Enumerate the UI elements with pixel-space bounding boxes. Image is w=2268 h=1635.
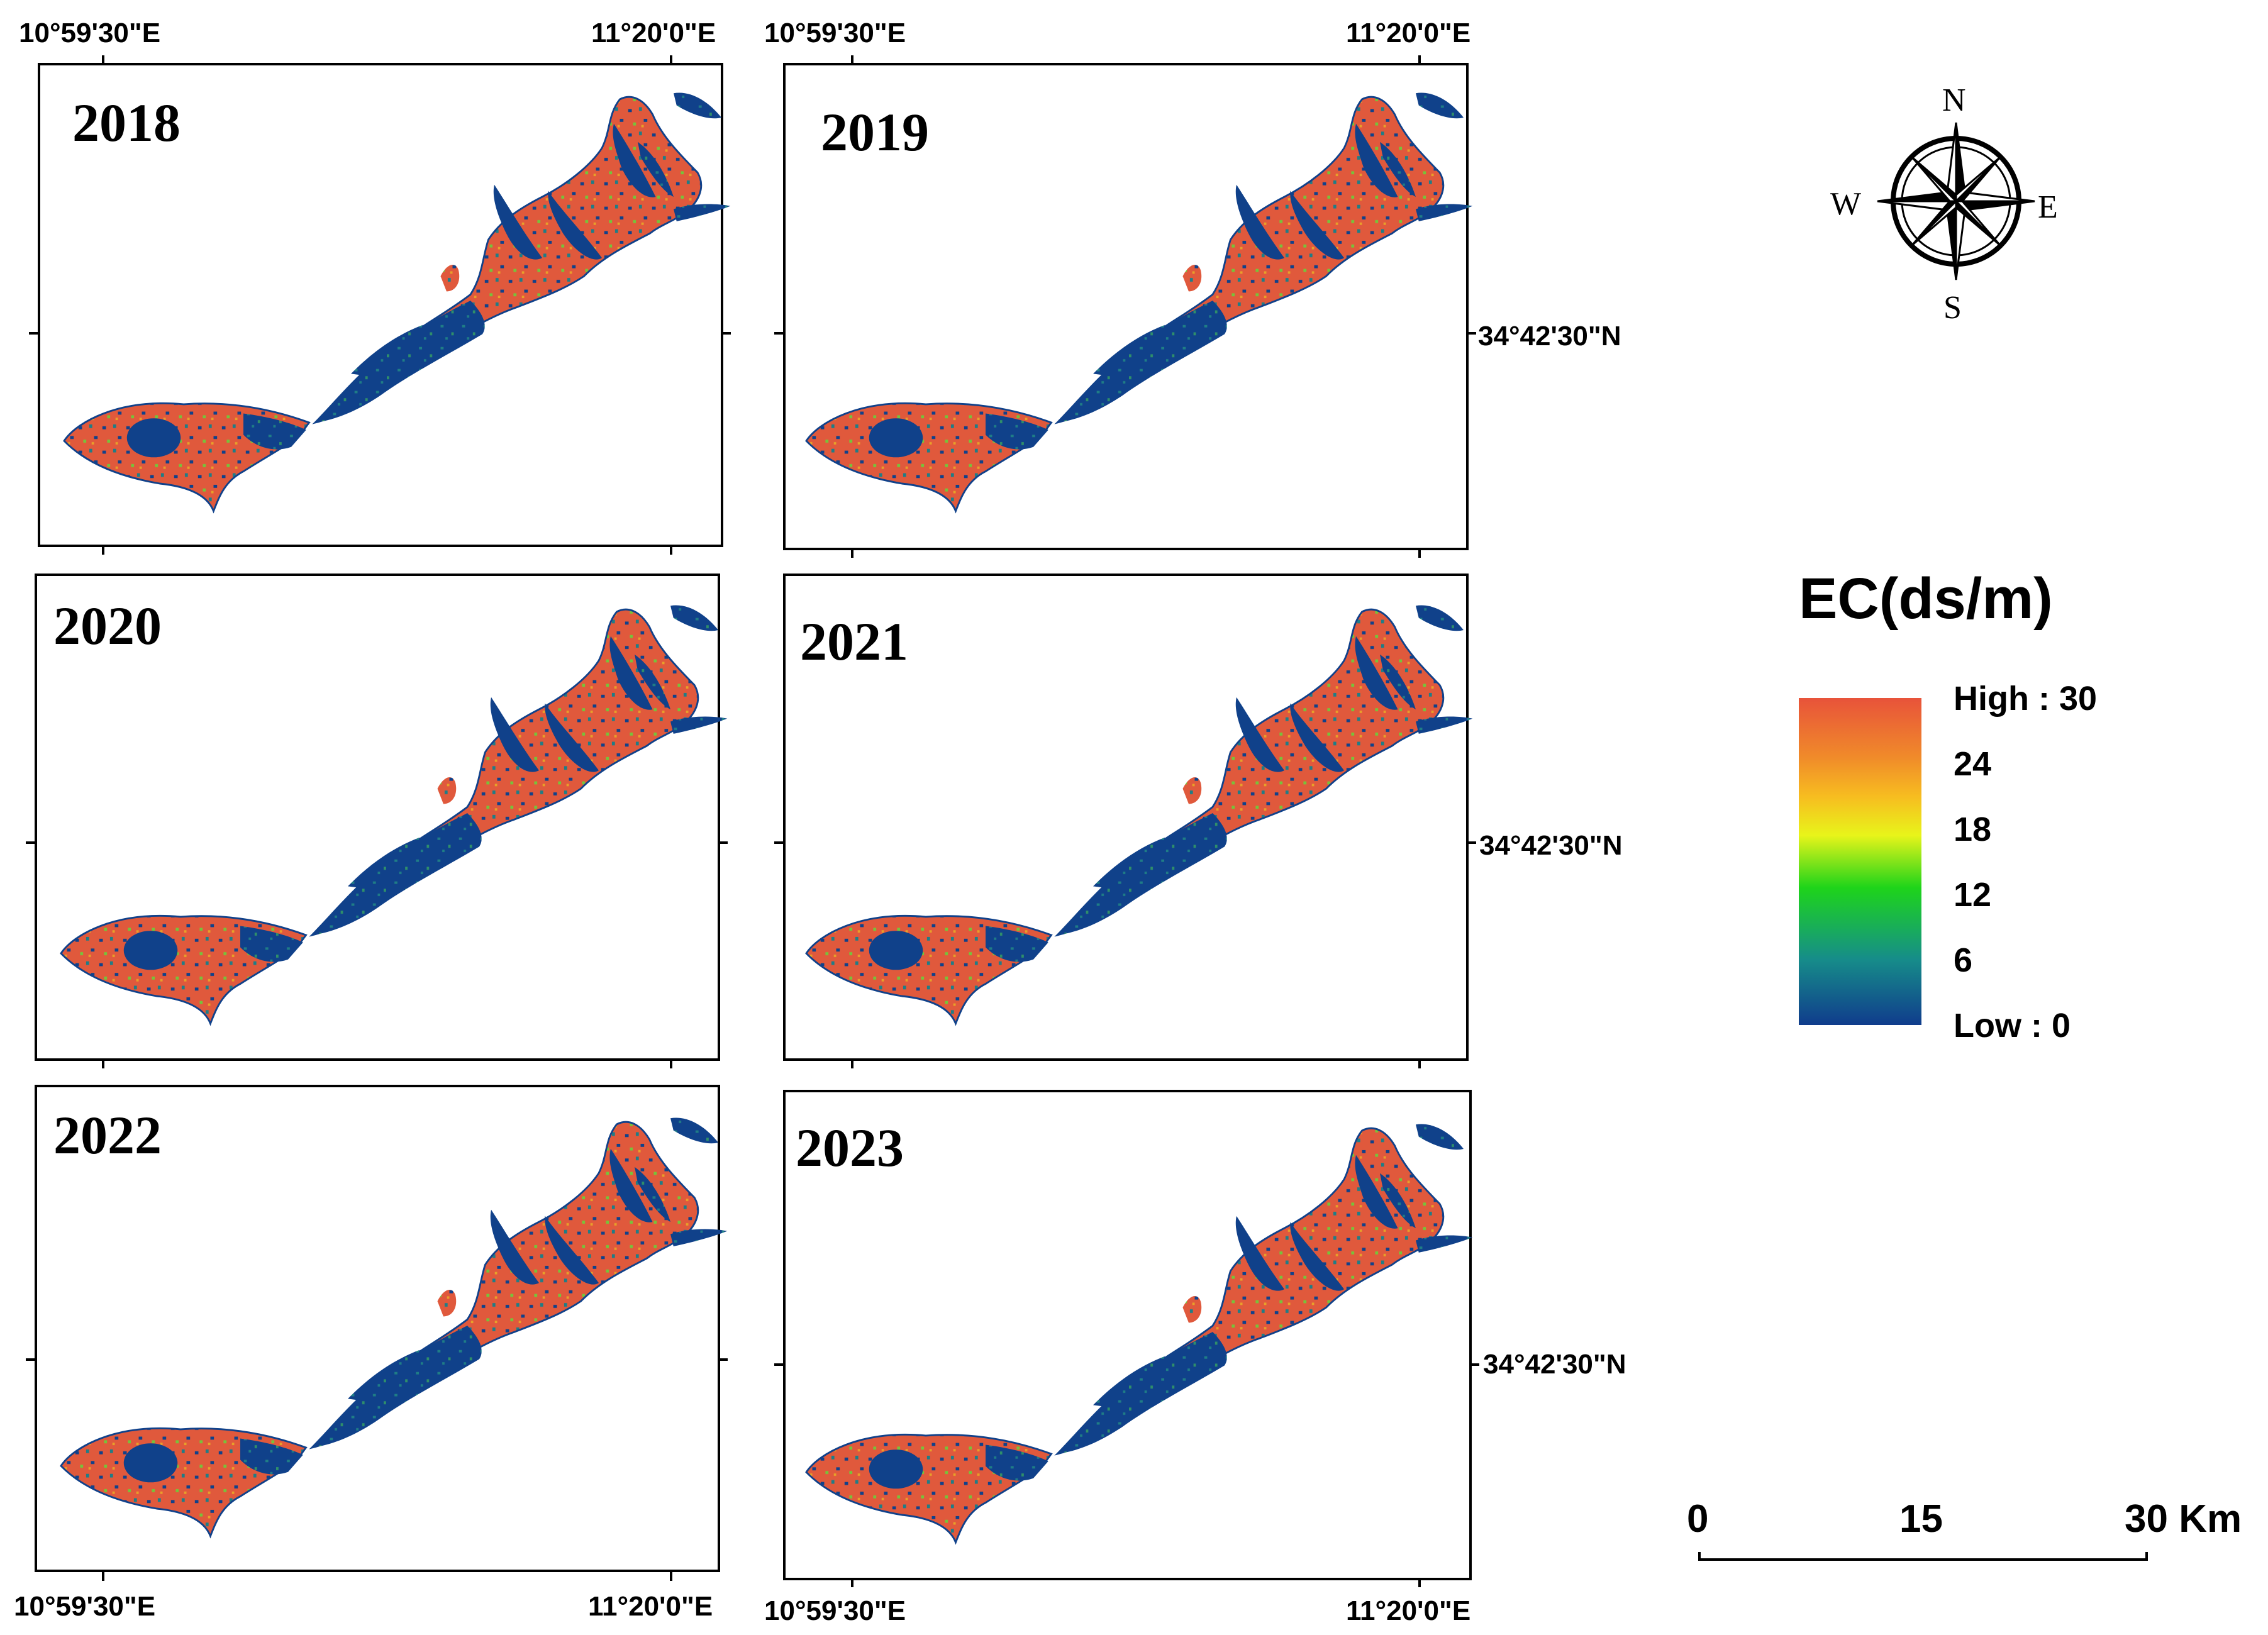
- tick: [851, 549, 853, 558]
- tick: [1418, 1578, 1421, 1587]
- tick: [774, 1363, 783, 1366]
- map-2018: [63, 91, 731, 513]
- year-label-2023: 2023: [796, 1117, 904, 1178]
- legend-color-ramp: [1799, 698, 1921, 1025]
- year-label-2018: 2018: [72, 92, 181, 153]
- compass-rose-icon: [1877, 122, 2035, 280]
- lon-top-right-2: 11°20'0"E: [1346, 18, 1471, 48]
- year-label-2021: 2021: [800, 611, 908, 672]
- tick: [1418, 1060, 1421, 1068]
- lat-label-row3: 34°42'30"N: [1483, 1349, 1626, 1380]
- scale-tick-right: [2145, 1552, 2148, 1561]
- lat-label-row2: 34°42'30"N: [1479, 830, 1623, 861]
- tick: [102, 55, 104, 64]
- map-2023: [805, 1122, 1474, 1544]
- lon-bottom-right-1: 11°20'0"E: [588, 1591, 713, 1622]
- legend-label-6: 6: [1954, 941, 1973, 979]
- tick: [1470, 1363, 1479, 1366]
- tick: [851, 1060, 853, 1068]
- tick: [26, 841, 35, 844]
- compass-n: N: [1942, 82, 1966, 118]
- legend-label-12: 12: [1954, 876, 1992, 914]
- scale-label-30km: 30 Km: [2125, 1497, 2242, 1541]
- tick: [102, 546, 104, 555]
- legend-label-24: 24: [1954, 745, 1992, 783]
- legend-label-low: Low : 0: [1954, 1007, 2071, 1045]
- lon-bottom-left-2: 10°59'30"E: [764, 1595, 906, 1626]
- tick: [29, 332, 38, 335]
- compass-s: S: [1943, 290, 1962, 326]
- tick: [102, 1060, 104, 1068]
- tick: [670, 1060, 672, 1068]
- tick: [1418, 549, 1421, 558]
- tick: [719, 841, 728, 844]
- lon-top-left-2: 10°59'30"E: [764, 18, 906, 48]
- tick: [670, 1572, 672, 1581]
- lon-top-left-1: 10°59'30"E: [19, 18, 161, 48]
- tick: [851, 55, 853, 64]
- legend-label-18: 18: [1954, 811, 1992, 848]
- map-2020: [60, 604, 728, 1025]
- scale-label-0: 0: [1687, 1497, 1709, 1541]
- map-2022: [60, 1116, 728, 1538]
- lon-bottom-right-2: 11°20'0"E: [1346, 1595, 1471, 1626]
- legend-label-high: High : 30: [1954, 680, 2098, 718]
- tick: [722, 332, 731, 335]
- tick: [851, 1578, 853, 1587]
- tick: [774, 332, 783, 335]
- tick: [670, 55, 672, 64]
- scale-tick-left: [1698, 1552, 1701, 1561]
- tick: [774, 841, 783, 844]
- lon-top-right-1: 11°20'0"E: [591, 18, 716, 48]
- lat-label-row1: 34°42'30"N: [1478, 321, 1621, 352]
- year-label-2022: 2022: [53, 1105, 162, 1165]
- legend-title: EC(ds/m): [1799, 567, 2053, 631]
- scale-label-15: 15: [1899, 1497, 1943, 1541]
- lon-bottom-left-1: 10°59'30"E: [14, 1591, 156, 1622]
- tick: [26, 1358, 35, 1361]
- tick: [719, 1358, 728, 1361]
- tick: [670, 546, 672, 555]
- tick: [102, 1572, 104, 1581]
- tick: [1418, 55, 1421, 64]
- compass-e: E: [2038, 189, 2058, 225]
- tick: [1467, 332, 1476, 335]
- scale-bar: [1698, 1558, 2148, 1561]
- compass-w: W: [1830, 186, 1862, 222]
- tick: [1467, 841, 1476, 844]
- year-label-2020: 2020: [53, 596, 162, 656]
- year-label-2019: 2019: [821, 102, 929, 162]
